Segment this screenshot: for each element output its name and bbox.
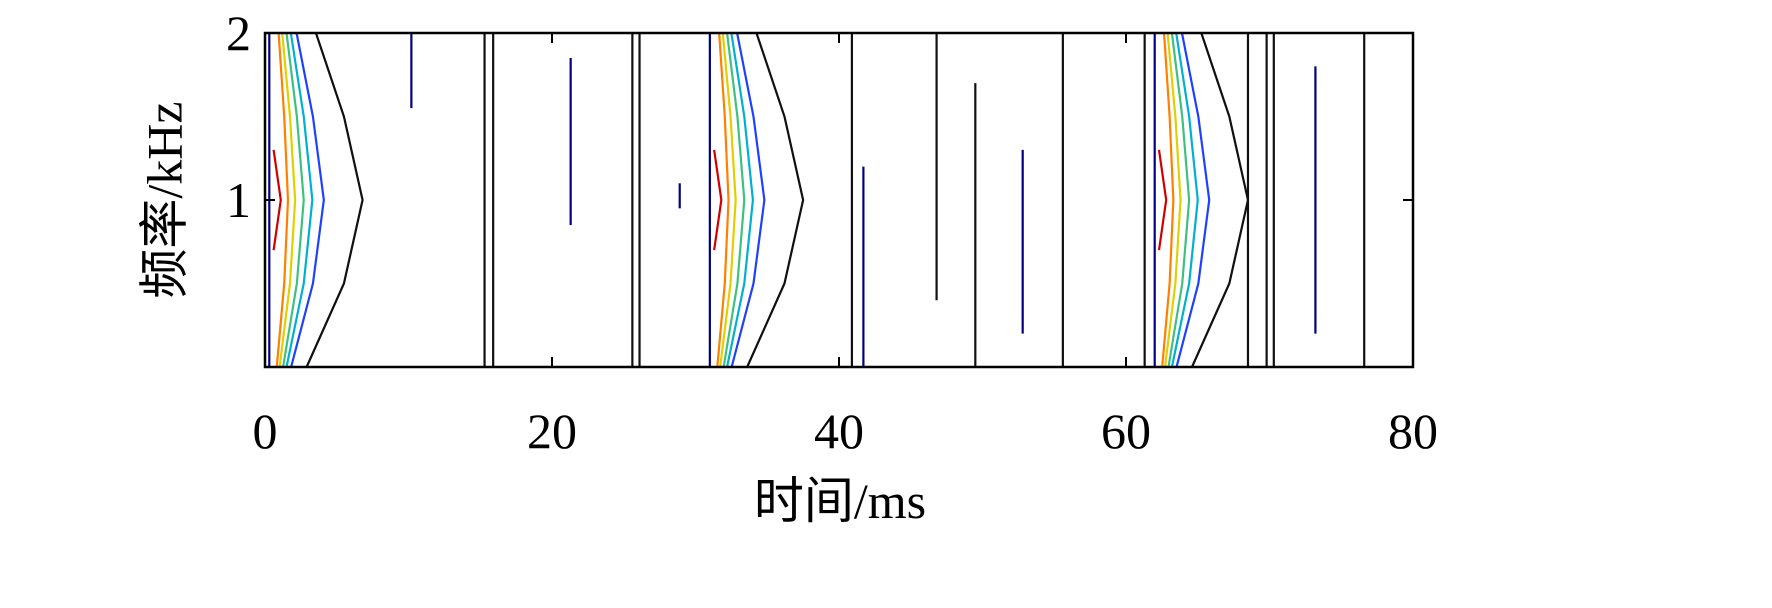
contour-line [1170, 32, 1199, 368]
x-tick-label: 60 [1101, 403, 1151, 459]
contour-line [272, 149, 282, 251]
x-tick-label: 0 [253, 403, 278, 459]
contour-line [730, 32, 766, 368]
y-axis-label: 频率/kHz [136, 101, 192, 298]
contour-line [1157, 149, 1168, 251]
contour-line [746, 32, 805, 368]
x-tick-label: 80 [1388, 403, 1438, 459]
y-tick-label: 1 [226, 172, 251, 228]
x-tick-label: 20 [527, 403, 577, 459]
contour-line [1163, 32, 1182, 368]
contour-line [285, 32, 314, 368]
contour-line [278, 32, 297, 368]
contour-line [722, 32, 746, 368]
contour-line [275, 32, 290, 368]
contour-line [290, 32, 325, 368]
contour-line [1167, 32, 1191, 368]
contour-line [716, 32, 730, 368]
contour-line [281, 32, 305, 368]
contour-line [725, 32, 755, 368]
x-tick-label: 40 [814, 403, 864, 459]
contour-line [1175, 32, 1211, 368]
contour-line [305, 32, 364, 368]
y-tick-label: 2 [226, 5, 251, 61]
plot-frame [263, 31, 1415, 369]
contour-line [713, 149, 723, 251]
contour-line [1191, 32, 1250, 368]
contour-line [719, 32, 737, 368]
contour-line [1161, 32, 1175, 368]
x-axis-label: 时间/ms [754, 473, 926, 529]
